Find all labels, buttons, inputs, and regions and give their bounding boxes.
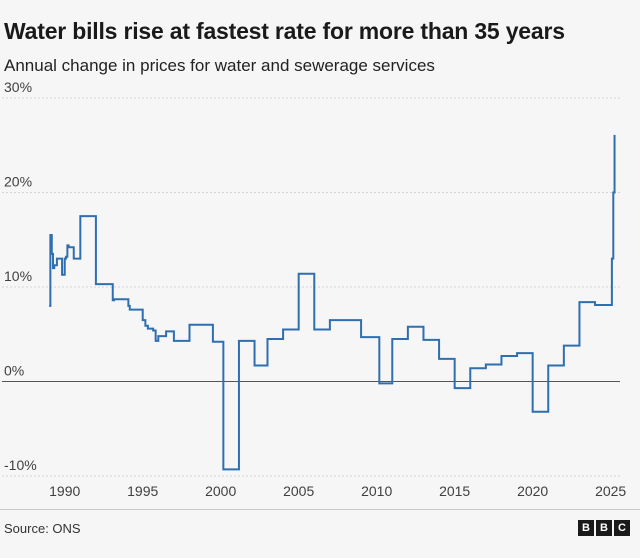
x-tick-label: 2005 [283, 483, 314, 499]
series-layer [49, 134, 616, 471]
series-line [49, 134, 616, 471]
x-tick-label: 2020 [517, 483, 548, 499]
logo-letter: C [614, 520, 630, 536]
source-note: Source: ONS [4, 521, 81, 536]
line-chart: -10% 0% 10% 20% 30% 1990 1995 2000 2005 2010 2015… [2, 79, 626, 499]
x-tick-label: 1990 [49, 483, 80, 499]
y-tick-label: 10% [4, 268, 32, 284]
chart-title: Water bills rise at fastest rate for mor… [4, 18, 565, 44]
y-axis-ticks: -10% 0% 10% 20% 30% [4, 79, 37, 473]
x-tick-label: 2000 [205, 483, 236, 499]
y-tick-label: 0% [4, 363, 24, 379]
bbc-logo: B B C [578, 520, 630, 536]
x-tick-label: 2010 [361, 483, 392, 499]
y-tick-label: 30% [4, 79, 32, 95]
chart-subtitle: Annual change in prices for water and se… [4, 56, 435, 75]
y-tick-label: -10% [4, 457, 37, 473]
logo-letter: B [596, 520, 612, 536]
footer-divider [0, 509, 640, 510]
gridlines [2, 97, 620, 477]
x-tick-label: 2025 [595, 483, 626, 499]
logo-letter: B [578, 520, 594, 536]
y-tick-label: 20% [4, 174, 32, 190]
x-axis-ticks: 1990 1995 2000 2005 2010 2015 2020 2025 [49, 483, 626, 499]
x-tick-label: 1995 [127, 483, 158, 499]
x-tick-label: 2015 [439, 483, 470, 499]
